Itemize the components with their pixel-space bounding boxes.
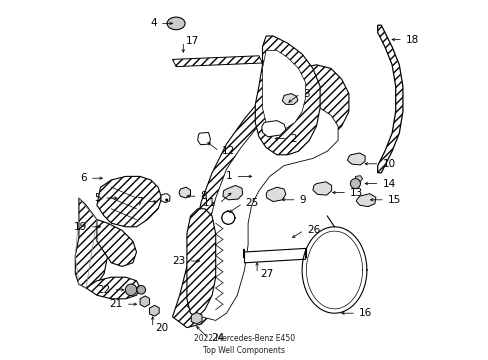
Text: 22: 22 — [97, 285, 110, 295]
Polygon shape — [355, 194, 375, 207]
Text: 12: 12 — [222, 146, 235, 156]
Text: 3: 3 — [303, 89, 309, 99]
Text: 13: 13 — [349, 188, 363, 198]
Polygon shape — [255, 36, 320, 155]
Circle shape — [222, 211, 234, 224]
Text: 20: 20 — [155, 323, 168, 333]
Circle shape — [349, 179, 360, 189]
Text: 2: 2 — [290, 134, 297, 144]
Polygon shape — [197, 132, 210, 145]
Polygon shape — [377, 25, 402, 173]
Polygon shape — [86, 277, 140, 299]
Text: 6: 6 — [80, 173, 87, 183]
Circle shape — [125, 284, 137, 296]
Polygon shape — [244, 248, 305, 263]
Text: 8: 8 — [200, 191, 207, 201]
Text: 7: 7 — [136, 197, 142, 207]
Text: 24: 24 — [211, 333, 224, 343]
Polygon shape — [186, 209, 215, 317]
Text: 21: 21 — [109, 299, 122, 309]
Polygon shape — [262, 50, 305, 130]
Text: 10: 10 — [382, 159, 395, 169]
Polygon shape — [97, 176, 162, 227]
Text: 17: 17 — [186, 36, 199, 46]
Text: 25: 25 — [245, 198, 258, 208]
Polygon shape — [191, 312, 202, 324]
Text: 9: 9 — [299, 195, 305, 205]
Text: 11: 11 — [203, 198, 216, 208]
Polygon shape — [355, 176, 362, 182]
Polygon shape — [75, 198, 107, 288]
Circle shape — [137, 285, 145, 294]
Text: 18: 18 — [405, 35, 418, 45]
Text: 15: 15 — [387, 195, 400, 205]
Polygon shape — [172, 56, 262, 67]
Polygon shape — [265, 187, 285, 202]
Text: 26: 26 — [306, 225, 319, 235]
Text: 5: 5 — [94, 193, 101, 203]
Polygon shape — [312, 182, 331, 195]
Text: 16: 16 — [358, 308, 371, 318]
Polygon shape — [172, 65, 348, 328]
Ellipse shape — [167, 17, 185, 30]
Polygon shape — [223, 185, 242, 200]
Text: 23: 23 — [172, 256, 185, 266]
Text: 4: 4 — [150, 18, 157, 28]
Text: 27: 27 — [260, 269, 273, 279]
Polygon shape — [149, 305, 159, 316]
Polygon shape — [97, 220, 136, 266]
Polygon shape — [347, 153, 365, 165]
Text: 2022 Mercedes-Benz E450
Top Well Components: 2022 Mercedes-Benz E450 Top Well Compone… — [194, 334, 294, 355]
Text: 14: 14 — [382, 179, 395, 189]
Polygon shape — [179, 187, 190, 198]
Polygon shape — [261, 121, 285, 137]
Polygon shape — [161, 194, 170, 203]
Text: 1: 1 — [225, 171, 232, 181]
Polygon shape — [140, 296, 149, 307]
Text: 19: 19 — [73, 222, 87, 232]
Polygon shape — [282, 94, 297, 104]
Polygon shape — [186, 104, 337, 320]
